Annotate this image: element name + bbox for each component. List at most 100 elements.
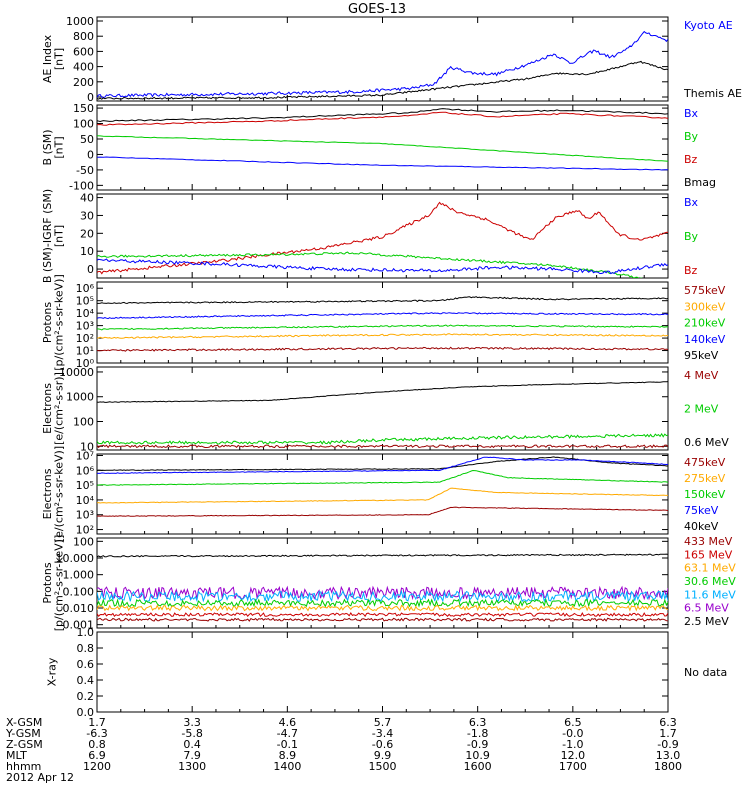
footer-value: 1600 [464,760,492,773]
series-el-2 [97,444,668,449]
legend-item: 433 MeV [684,535,733,548]
footer-value: 1500 [369,760,397,773]
panel-ee: 10⁷ 10⁶ 10⁵ 10⁴ 10³ 10² Electrons[e/(cm²-s-sr-… [41,446,726,542]
y-tick-label: 10³ [76,509,94,522]
y-tick-label: 0.010 [63,602,95,615]
legend-item: 95keV [684,349,719,362]
footer-value: 1700 [559,760,587,773]
coordinate-footer: X-GSM 1.7 3.3 4.6 5.7 6.3 6.5 6.3 Y-GSM -6.3 -5.8 -… [5,716,682,784]
legend-item: 275keV [684,472,726,485]
series-ee-0 [97,456,668,472]
y-tick-label: 1000 [66,391,94,404]
legend-item: Kyoto AE [684,19,733,32]
footer-value: 6.9 [88,749,106,762]
panel-hp: 100 10.000 1.000 0.100 0.010 0.001Protons[p/(… [41,535,736,632]
panel-frame [96,281,669,364]
y-tick-label: 0.4 [77,674,95,687]
series-ee-2 [97,469,668,486]
y-tick-label: -100 [69,179,94,192]
footer-date: 2012 Apr 12 [6,771,74,784]
y-tick-label: 10⁷ [76,449,94,462]
y-tick-label: 0 [87,263,94,276]
legend-item: 63.1 MeV [684,562,736,575]
panel-bi: 40 30 20 10 0 B (SM)-IGRF (SM)[nT] Bx By Bz [41,189,699,283]
y-tick-label: 0.8 [77,642,95,655]
y-axis-label: AE Index[nT] [41,34,66,83]
y-tick-label: 100 [73,535,94,548]
footer-value: -0.9 [467,738,488,751]
legend-item: 300keV [684,300,726,313]
legend-item: 0.6 MeV [684,436,729,449]
footer-value: 12.0 [561,749,586,762]
footer-row-label: Z-GSM [6,738,43,751]
footer-value: 0.8 [88,738,106,751]
y-tick-label: 10² [76,524,94,537]
legend-item: 40keV [684,520,719,533]
series-hp-5 [97,612,668,618]
footer-value: 6.3 [659,716,677,729]
footer-value: 4.6 [279,716,297,729]
footer-value: 3.3 [183,716,201,729]
footer-row-label: X-GSM [6,716,42,729]
footer-value: 8.9 [279,749,297,762]
y-tick-label: 10⁵ [76,479,94,492]
y-tick-label: 0.6 [77,658,95,671]
y-tick-label: 0.2 [77,690,95,703]
legend-item: 75keV [684,504,719,517]
series-bi-2 [97,258,668,275]
series-ae-1 [97,60,668,100]
y-tick-label: 100 [73,118,94,131]
y-tick-label: 10¹ [76,345,94,358]
series-b-3 [97,156,668,171]
legend-item: 4 MeV [684,369,719,382]
footer-value: -4.7 [277,727,298,740]
panel-frame [96,631,669,713]
panel-frame [96,193,669,279]
y-tick-label: 1.000 [63,569,95,582]
footer-value: 10.9 [465,749,490,762]
footer-value: -5.8 [181,727,202,740]
y-tick-label: 150 [73,102,94,115]
legend-item: 6.5 MeV [684,602,729,615]
y-tick-label: 0 [87,148,94,161]
y-axis-label: X-ray [45,657,58,686]
legend-item: 150keV [684,488,726,501]
legend-item: By [684,130,699,143]
footer-value: 1.7 [659,727,677,740]
y-tick-label: 1.0 [77,626,95,639]
footer-row-label: Y-GSM [5,727,41,740]
y-tick-label: 1000 [66,15,94,28]
legend-item: Bx [684,107,699,120]
series-pr-2 [97,324,668,331]
footer-row-label: MLT [6,749,27,762]
y-tick-label: 10 [80,440,94,453]
panel-xr: 1.0 0.8 0.6 0.4 0.2 0.0 X-ray No data [45,626,727,719]
series-el-0 [97,381,668,403]
legend-item: By [684,230,699,243]
legend-item: 165 MeV [684,548,733,561]
series-bi-0 [97,201,668,275]
panel-ae: 1000 800 600 400 200 0 AE Index[nT] Kyoto AE The… [41,15,742,104]
legend-item: 30.6 MeV [684,575,736,588]
legend-item: Bz [684,153,698,166]
footer-value: 7.9 [183,749,201,762]
legend-item: 2 MeV [684,403,719,416]
legend-item: No data [684,666,727,679]
legend-item: Bx [684,196,699,209]
series-hp-3 [97,598,668,608]
y-tick-label: 600 [73,45,94,58]
footer-value: -3.4 [372,727,393,740]
y-tick-label: 0 [87,91,94,104]
footer-value: -0.0 [562,727,583,740]
series-hp-4 [97,604,668,612]
series-ee-3 [97,487,668,504]
series-pr-1 [97,312,668,320]
footer-value: 9.9 [374,749,392,762]
footer-value: -1.8 [467,727,488,740]
y-tick-label: 10² [76,332,94,345]
footer-value: -6.3 [86,727,107,740]
series-ee-1 [97,456,668,474]
y-tick-label: 10³ [76,320,94,333]
